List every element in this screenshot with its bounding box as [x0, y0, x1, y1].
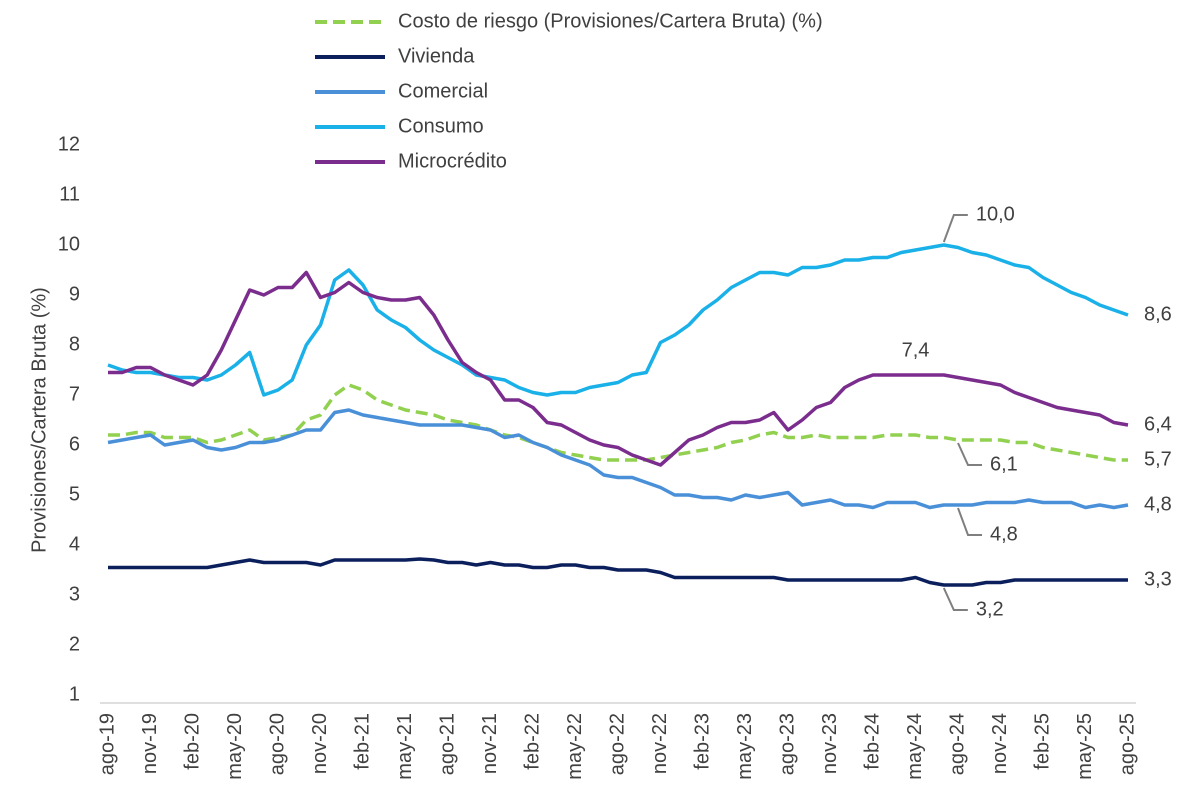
x-tick-label: may-20 [224, 713, 246, 780]
y-tick-label: 12 [58, 133, 80, 155]
x-tick-label: feb-22 [521, 713, 543, 770]
x-tick-label: ago-20 [266, 713, 288, 775]
y-tick-label: 2 [69, 633, 80, 655]
y-tick-label: 7 [69, 383, 80, 405]
y-tick-label: 1 [69, 683, 80, 705]
y-tick-label: 3 [69, 583, 80, 605]
data-label: 3,2 [976, 598, 1004, 620]
x-tick-label: ago-19 [96, 713, 118, 775]
data-label: 6,4 [1144, 413, 1172, 435]
x-tick-label: ago-23 [776, 713, 798, 775]
y-tick-label: 9 [69, 283, 80, 305]
series-line [107, 408, 1129, 510]
x-tick-label: feb-25 [1031, 713, 1053, 770]
x-tick-label: ago-25 [1116, 713, 1138, 775]
series-line [108, 557, 1128, 587]
x-tick-label: feb-23 [691, 713, 713, 770]
leader-line [942, 214, 968, 243]
leader-line [942, 587, 968, 611]
data-label: 4,8 [990, 523, 1018, 545]
x-tick-label: may-24 [904, 713, 926, 780]
x-tick-label: nov-19 [139, 713, 161, 774]
data-label: 3,3 [1144, 568, 1172, 590]
x-tick-label: may-21 [394, 713, 416, 780]
legend-label: Microcrédito [398, 150, 507, 172]
y-tick-label: 5 [69, 483, 80, 505]
x-tick-label: nov-20 [309, 713, 331, 774]
series-line [108, 270, 1129, 467]
x-tick-label: feb-21 [351, 713, 373, 770]
y-axis-label: Provisiones/Cartera Bruta (%) [28, 287, 50, 553]
x-tick-label: feb-20 [181, 713, 203, 770]
x-tick-label: nov-22 [649, 713, 671, 774]
data-label: 10,0 [976, 203, 1015, 225]
x-tick-label: nov-24 [989, 713, 1011, 774]
x-tick-label: ago-22 [606, 713, 628, 775]
y-tick-label: 6 [69, 433, 80, 455]
data-label: 6,1 [990, 453, 1018, 475]
x-tick-label: feb-24 [861, 713, 883, 770]
legend-label: Costo de riesgo (Provisiones/Cartera Bru… [398, 10, 823, 32]
x-tick-label: ago-21 [436, 713, 458, 775]
series-line [107, 243, 1129, 397]
legend-label: Comercial [398, 80, 488, 102]
y-tick-label: 11 [59, 183, 80, 205]
y-tick-label: 10 [58, 233, 80, 255]
data-label: 8,6 [1144, 303, 1172, 325]
x-tick-label: may-25 [1074, 713, 1096, 780]
y-tick-label: 8 [69, 333, 80, 355]
series-line [108, 383, 1128, 462]
data-label: 7,4 [902, 339, 930, 361]
x-tick-label: may-22 [564, 713, 586, 780]
x-tick-label: ago-24 [946, 713, 968, 775]
x-tick-label: may-23 [734, 713, 756, 780]
x-tick-label: nov-23 [819, 713, 841, 774]
leader-line [957, 507, 982, 536]
data-label: 4,8 [1144, 493, 1172, 515]
legend-label: Vivienda [398, 45, 475, 67]
leader-line [957, 442, 982, 466]
data-label: 5,7 [1144, 448, 1172, 470]
x-tick-label: nov-21 [479, 713, 501, 774]
y-tick-label: 4 [69, 533, 80, 555]
legend-label: Consumo [398, 115, 484, 137]
